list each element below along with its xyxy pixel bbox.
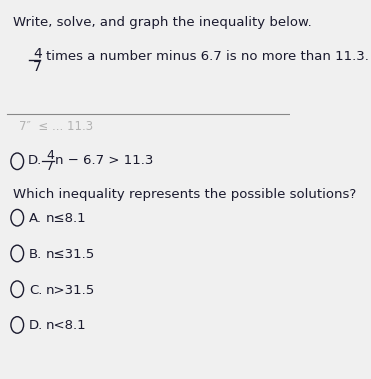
Text: 4: 4 — [46, 149, 54, 162]
Text: Which inequality represents the possible solutions?: Which inequality represents the possible… — [13, 188, 356, 200]
Text: n>31.5: n>31.5 — [46, 283, 95, 296]
Text: 4: 4 — [33, 47, 42, 61]
Text: D.: D. — [27, 154, 42, 167]
Text: D.: D. — [29, 319, 43, 332]
Text: C.: C. — [29, 283, 42, 296]
Text: Write, solve, and graph the inequality below.: Write, solve, and graph the inequality b… — [13, 16, 312, 30]
Text: n − 6.7 > 11.3: n − 6.7 > 11.3 — [55, 154, 153, 167]
Text: A.: A. — [29, 212, 42, 225]
Text: n≤31.5: n≤31.5 — [46, 248, 95, 261]
Text: n≤8.1: n≤8.1 — [46, 212, 87, 225]
Text: 7: 7 — [46, 160, 54, 173]
Text: B.: B. — [29, 248, 42, 261]
Text: 7″  ≤ ... 11.3: 7″ ≤ ... 11.3 — [19, 120, 93, 133]
Text: n<8.1: n<8.1 — [46, 319, 87, 332]
Text: 7: 7 — [33, 60, 42, 74]
Text: times a number minus 6.7 is no more than 11.3.: times a number minus 6.7 is no more than… — [46, 50, 369, 63]
